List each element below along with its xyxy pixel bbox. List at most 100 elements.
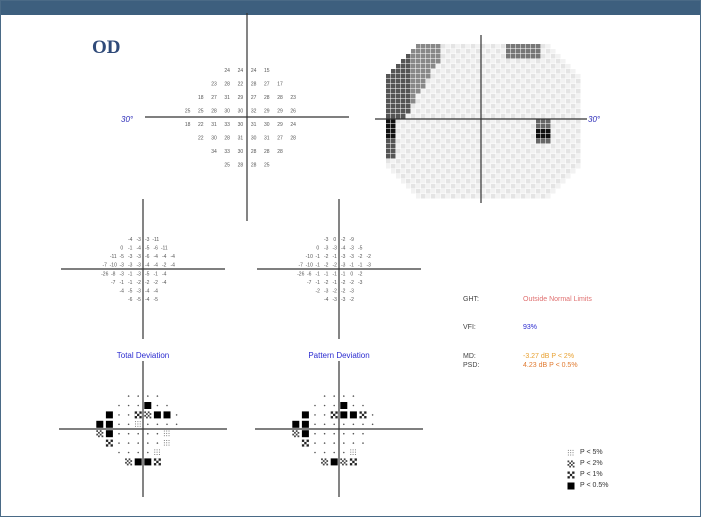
field-value: 15 (264, 68, 270, 74)
grayscale-cell (476, 44, 481, 49)
grayscale-cell (386, 129, 391, 134)
grayscale-cell (471, 49, 476, 54)
grayscale-cell (451, 169, 456, 174)
grayscale-cell (471, 59, 476, 64)
field-value: -4 (145, 297, 150, 303)
field-value: -8 (111, 271, 116, 277)
legend-label: P < 0.5% (580, 482, 609, 489)
grayscale-cell (486, 109, 491, 114)
grayscale-cell (496, 54, 501, 59)
grayscale-cell (436, 69, 441, 74)
grayscale-cell (466, 179, 471, 184)
field-value: -5 (128, 289, 133, 295)
grayscale-cell (576, 99, 581, 104)
grayscale-cell (386, 89, 391, 94)
field-value: 32 (251, 108, 257, 114)
field-value: -11 (110, 254, 117, 260)
grayscale-cell (536, 114, 541, 119)
prob-normal-dot (314, 414, 316, 416)
grayscale-cell (446, 189, 451, 194)
grayscale-cell (516, 144, 521, 149)
grayscale-cell (456, 119, 461, 124)
grayscale-cell (416, 119, 421, 124)
prob-1-symbol (301, 439, 309, 447)
grayscale-cell (551, 154, 556, 159)
grayscale-cell (516, 64, 521, 69)
grayscale-cell (411, 79, 416, 84)
grayscale-cell (456, 189, 461, 194)
prob-normal-dot (323, 423, 326, 426)
grayscale-cell (561, 94, 566, 99)
grayscale-cell (401, 159, 406, 164)
grayscale-cell (501, 84, 506, 89)
grayscale-cell (401, 59, 406, 64)
grayscale-cell (411, 59, 416, 64)
grayscale-cell (481, 64, 486, 69)
grayscale-cell (466, 109, 471, 114)
grayscale-cell (461, 54, 466, 59)
grayscale-cell (566, 74, 571, 79)
grayscale-cell (501, 164, 506, 169)
grayscale-cell (436, 44, 441, 49)
grayscale-cell (501, 194, 506, 199)
grayscale-cell (556, 89, 561, 94)
grayscale-cell (466, 114, 471, 119)
grayscale-cell (441, 144, 446, 149)
field-value: -3 (324, 237, 329, 243)
field-value: 30 (224, 108, 230, 114)
grayscale-cell (471, 159, 476, 164)
grayscale-cell (386, 104, 391, 109)
field-value: 28 (251, 149, 257, 155)
grayscale-cell (576, 139, 581, 144)
field-value: -3 (333, 297, 338, 303)
field-value: -3 (350, 254, 355, 260)
field-value: -1 (154, 271, 159, 277)
grayscale-cell (511, 164, 516, 169)
grayscale-cell (556, 79, 561, 84)
grayscale-cell (476, 49, 481, 54)
grayscale-cell (546, 154, 551, 159)
grayscale-cell (461, 74, 466, 79)
grayscale-cell (426, 44, 431, 49)
grayscale-cell (411, 64, 416, 69)
grayscale-cell (491, 109, 496, 114)
prob-normal-dot (323, 451, 326, 454)
grayscale-cell (566, 169, 571, 174)
prob-1-symbol (349, 458, 357, 466)
grayscale-cell (541, 194, 546, 199)
prob-normal-dot (118, 451, 120, 454)
total-deviation-probability-plot (59, 361, 227, 497)
field-value: -4 (341, 246, 346, 252)
psd-value: 4.23 dB P < 0.5% (523, 362, 578, 369)
grayscale-cell (476, 169, 481, 174)
grayscale-cell (556, 84, 561, 89)
grayscale-cell (546, 124, 551, 129)
grayscale-cell (511, 189, 516, 194)
grayscale-cell (491, 134, 496, 139)
grayscale-cell (506, 184, 511, 189)
grayscale-cell (521, 179, 526, 184)
pattern-deviation-numeric-plot: -3 0 -2 -90 -3 -3 -4 -3 -5-10 -1 -2 -1 -3 -3 -2 -2-7 -10… (257, 199, 421, 339)
grayscale-cell (431, 44, 436, 49)
eye-label: OD (92, 37, 121, 58)
grayscale-cell (401, 134, 406, 139)
grayscale-cell (421, 159, 426, 164)
grayscale-cell (461, 144, 466, 149)
grayscale-cell (551, 159, 556, 164)
grayscale-cell (566, 134, 571, 139)
grayscale-cell (571, 159, 576, 164)
grayscale-cell (411, 184, 416, 189)
grayscale-cell (486, 149, 491, 154)
grayscale-cell (406, 59, 411, 64)
grayscale-cell (406, 114, 411, 119)
grayscale-cell (476, 89, 481, 94)
grayscale-cell (436, 194, 441, 199)
grayscale-cell (466, 144, 471, 149)
grayscale-cell (421, 69, 426, 74)
grayscale-cell (486, 89, 491, 94)
grayscale-cell (546, 189, 551, 194)
grayscale-cell (446, 134, 451, 139)
grayscale-cell (446, 139, 451, 144)
grayscale-cell (406, 124, 411, 129)
field-value: -3 (341, 263, 346, 269)
